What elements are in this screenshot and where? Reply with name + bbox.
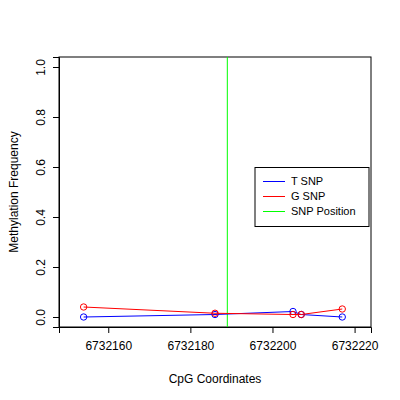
- x-axis-title: CpG Coordinates: [169, 372, 262, 386]
- snp-position-line: [227, 57, 228, 327]
- x-axis: 6732160 6732180 6732200 6732220: [60, 327, 379, 353]
- plot-area: [80, 57, 345, 327]
- plot-frame: [59, 57, 371, 327]
- y-axis: 0.0 0.2 0.4 0.6 0.8 1.0: [34, 58, 60, 328]
- x-tick-mark: [272, 327, 273, 333]
- x-tick-label: 6732180: [168, 339, 215, 353]
- chart: 6732160 6732180 6732200 6732220 0.0 0.2 0.4 0.6…: [0, 0, 400, 400]
- x-tick: 6732220: [332, 327, 379, 353]
- y-tick-label: 0.2: [34, 259, 48, 276]
- x-tick: 6732200: [250, 327, 297, 353]
- y-axis-title: Methylation Frequency: [7, 131, 21, 252]
- y-tick: 0.6: [34, 159, 59, 176]
- y-tick-mark: [53, 267, 59, 268]
- series-point: [339, 306, 345, 312]
- series-point: [80, 314, 86, 320]
- legend-swatch: [263, 181, 285, 182]
- y-tick-label: 0.4: [34, 209, 48, 226]
- x-tick: 6732180: [168, 327, 215, 353]
- x-tick-label: 6732220: [332, 339, 379, 353]
- legend: T SNP G SNP SNP Position: [255, 168, 369, 227]
- y-tick: 0.0: [34, 309, 59, 326]
- x-tick: 6732160: [85, 327, 132, 353]
- y-tick-mark: [53, 117, 59, 118]
- x-tick-label: 6732160: [85, 339, 132, 353]
- y-tick-mark: [53, 167, 59, 168]
- y-tick-label: 1.0: [34, 59, 48, 76]
- y-tick-mark: [53, 67, 59, 68]
- y-tick-mark: [53, 217, 59, 218]
- legend-label: SNP Position: [291, 205, 356, 217]
- y-tick: 1.0: [34, 59, 59, 76]
- x-tick-mark: [108, 327, 109, 333]
- y-axis-line: [53, 58, 60, 328]
- legend-label: T SNP: [291, 175, 323, 187]
- y-tick: 0.2: [34, 259, 59, 276]
- y-tick: 0.8: [34, 109, 59, 126]
- x-tick-mark: [190, 327, 191, 333]
- series-point: [290, 311, 296, 317]
- series-point: [212, 310, 218, 316]
- y-tick-label: 0.6: [34, 159, 48, 176]
- legend-box: [255, 168, 369, 227]
- x-axis-line: [60, 328, 372, 334]
- x-tick-mark: [355, 327, 356, 333]
- series-point: [339, 314, 345, 320]
- y-tick-mark: [53, 317, 59, 318]
- x-tick-label: 6732200: [250, 339, 297, 353]
- series-point: [80, 304, 86, 310]
- legend-swatch: [263, 196, 285, 197]
- series-point: [298, 311, 304, 317]
- y-tick-label: 0.8: [34, 109, 48, 126]
- legend-swatch: [263, 211, 285, 212]
- y-tick-label: 0.0: [34, 309, 48, 326]
- legend-label: G SNP: [291, 190, 325, 202]
- y-tick: 0.4: [34, 209, 59, 226]
